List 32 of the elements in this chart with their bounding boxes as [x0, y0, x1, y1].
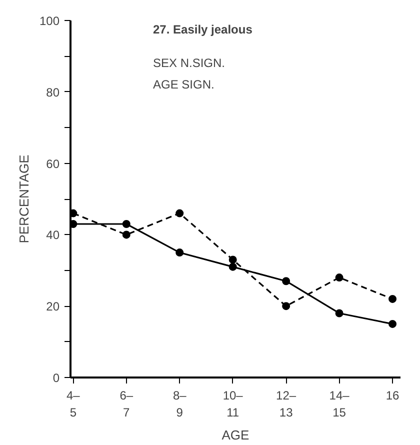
- point: [282, 277, 290, 286]
- point: [176, 248, 184, 257]
- y-axis-title: PERCENTAGE: [16, 154, 32, 244]
- y-tick-label: 0: [52, 371, 60, 385]
- x-tick-label: 4– 5: [66, 388, 80, 420]
- annotation: AGE SIGN.: [153, 78, 214, 92]
- point: [122, 230, 130, 239]
- point: [335, 309, 344, 318]
- x-tick-label: 14– 15: [329, 388, 350, 420]
- point: [176, 209, 184, 218]
- point: [228, 262, 237, 271]
- point: [282, 302, 290, 310]
- x-tick-label: 10– 11: [222, 388, 244, 420]
- y-tick-label: 40: [46, 228, 60, 242]
- chart-title: 27. Easily jealous: [153, 22, 253, 36]
- y-tick-label: 60: [46, 156, 60, 171]
- point: [335, 274, 344, 282]
- x-tick-label: 16: [386, 388, 400, 402]
- point: [388, 320, 397, 328]
- x-tick-label: 6– 7: [120, 388, 134, 420]
- y-tick-label: 20: [46, 300, 60, 314]
- y-tick-label: 100: [39, 14, 60, 28]
- point: [70, 220, 78, 228]
- x-axis-title: AGE: [222, 427, 250, 442]
- x-tick-label: 12– 13: [276, 388, 296, 420]
- annotation: SEX N.SIGN.: [153, 56, 226, 70]
- y-tick-label: 80: [46, 85, 60, 100]
- point: [70, 209, 78, 218]
- point: [228, 256, 237, 264]
- point: [122, 220, 130, 228]
- point: [388, 294, 397, 303]
- x-tick-label: 8– 9: [172, 388, 187, 420]
